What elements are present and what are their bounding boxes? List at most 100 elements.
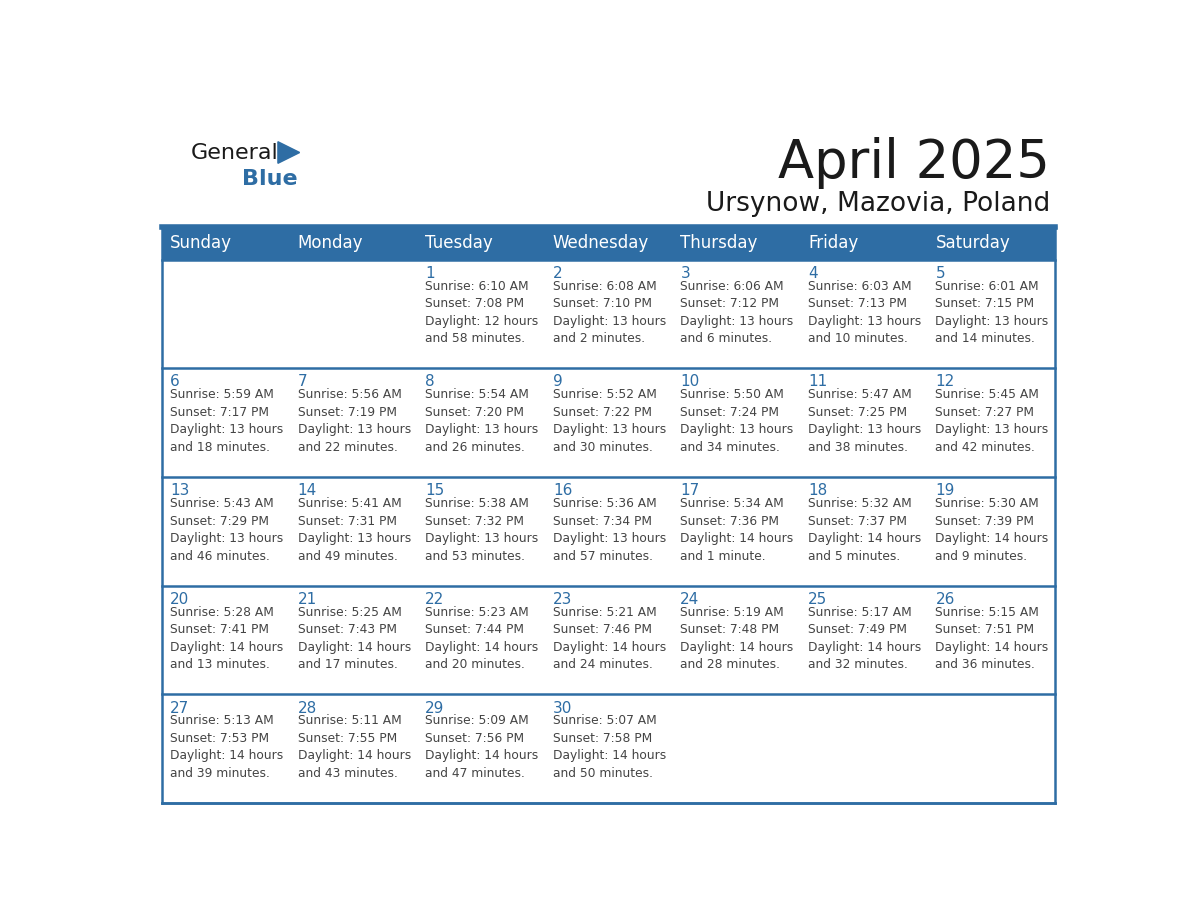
Text: Sunrise: 5:43 AM
Sunset: 7:29 PM
Daylight: 13 hours
and 46 minutes.: Sunrise: 5:43 AM Sunset: 7:29 PM Dayligh… xyxy=(170,497,284,563)
Text: 8: 8 xyxy=(425,375,435,389)
Text: Sunrise: 5:38 AM
Sunset: 7:32 PM
Daylight: 13 hours
and 53 minutes.: Sunrise: 5:38 AM Sunset: 7:32 PM Dayligh… xyxy=(425,497,538,563)
Bar xyxy=(801,368,928,477)
Text: 22: 22 xyxy=(425,592,444,607)
Text: 24: 24 xyxy=(681,592,700,607)
Text: 15: 15 xyxy=(425,483,444,498)
Text: Wednesday: Wednesday xyxy=(552,234,649,252)
Text: Sunrise: 6:10 AM
Sunset: 7:08 PM
Daylight: 12 hours
and 58 minutes.: Sunrise: 6:10 AM Sunset: 7:08 PM Dayligh… xyxy=(425,280,538,345)
Text: Sunrise: 5:15 AM
Sunset: 7:51 PM
Daylight: 14 hours
and 36 minutes.: Sunrise: 5:15 AM Sunset: 7:51 PM Dayligh… xyxy=(935,606,1049,671)
Text: 28: 28 xyxy=(298,700,317,716)
Bar xyxy=(290,694,417,803)
Text: Sunrise: 5:07 AM
Sunset: 7:58 PM
Daylight: 14 hours
and 50 minutes.: Sunrise: 5:07 AM Sunset: 7:58 PM Dayligh… xyxy=(552,714,666,780)
Text: Sunday: Sunday xyxy=(170,234,232,252)
Text: Thursday: Thursday xyxy=(681,234,758,252)
Bar xyxy=(672,260,801,368)
Text: Sunrise: 5:41 AM
Sunset: 7:31 PM
Daylight: 13 hours
and 49 minutes.: Sunrise: 5:41 AM Sunset: 7:31 PM Dayligh… xyxy=(298,497,411,563)
Bar xyxy=(417,586,545,694)
Text: 29: 29 xyxy=(425,700,444,716)
Bar xyxy=(163,586,290,694)
Bar xyxy=(928,477,1055,586)
Bar xyxy=(163,227,1055,260)
Bar xyxy=(672,694,801,803)
Polygon shape xyxy=(278,141,299,163)
Text: 5: 5 xyxy=(935,265,946,281)
Text: Monday: Monday xyxy=(298,234,364,252)
Bar xyxy=(163,477,290,586)
Bar xyxy=(163,694,290,803)
Text: Friday: Friday xyxy=(808,234,858,252)
Bar xyxy=(163,260,290,368)
Text: Sunrise: 5:23 AM
Sunset: 7:44 PM
Daylight: 14 hours
and 20 minutes.: Sunrise: 5:23 AM Sunset: 7:44 PM Dayligh… xyxy=(425,606,538,671)
Text: 20: 20 xyxy=(170,592,189,607)
Bar xyxy=(163,368,290,477)
Bar xyxy=(801,694,928,803)
Text: Sunrise: 5:59 AM
Sunset: 7:17 PM
Daylight: 13 hours
and 18 minutes.: Sunrise: 5:59 AM Sunset: 7:17 PM Dayligh… xyxy=(170,388,284,453)
Bar xyxy=(928,586,1055,694)
Bar xyxy=(545,368,672,477)
Text: 2: 2 xyxy=(552,265,562,281)
Bar xyxy=(417,260,545,368)
Text: Sunrise: 5:50 AM
Sunset: 7:24 PM
Daylight: 13 hours
and 34 minutes.: Sunrise: 5:50 AM Sunset: 7:24 PM Dayligh… xyxy=(681,388,794,453)
Text: Sunrise: 5:30 AM
Sunset: 7:39 PM
Daylight: 14 hours
and 9 minutes.: Sunrise: 5:30 AM Sunset: 7:39 PM Dayligh… xyxy=(935,497,1049,563)
Bar xyxy=(801,586,928,694)
Text: Sunrise: 5:19 AM
Sunset: 7:48 PM
Daylight: 14 hours
and 28 minutes.: Sunrise: 5:19 AM Sunset: 7:48 PM Dayligh… xyxy=(681,606,794,671)
Text: 12: 12 xyxy=(935,375,955,389)
Text: Ursynow, Mazovia, Poland: Ursynow, Mazovia, Poland xyxy=(706,191,1050,217)
Bar xyxy=(545,477,672,586)
Text: Sunrise: 5:11 AM
Sunset: 7:55 PM
Daylight: 14 hours
and 43 minutes.: Sunrise: 5:11 AM Sunset: 7:55 PM Dayligh… xyxy=(298,714,411,780)
Text: Sunrise: 5:28 AM
Sunset: 7:41 PM
Daylight: 14 hours
and 13 minutes.: Sunrise: 5:28 AM Sunset: 7:41 PM Dayligh… xyxy=(170,606,284,671)
Text: 25: 25 xyxy=(808,592,827,607)
Bar xyxy=(290,368,417,477)
Bar xyxy=(545,260,672,368)
Text: 30: 30 xyxy=(552,700,573,716)
Text: Sunrise: 5:36 AM
Sunset: 7:34 PM
Daylight: 13 hours
and 57 minutes.: Sunrise: 5:36 AM Sunset: 7:34 PM Dayligh… xyxy=(552,497,666,563)
Text: 14: 14 xyxy=(298,483,317,498)
Bar xyxy=(801,260,928,368)
Bar xyxy=(290,477,417,586)
Bar xyxy=(672,477,801,586)
Text: 16: 16 xyxy=(552,483,573,498)
Text: 6: 6 xyxy=(170,375,179,389)
Text: Sunrise: 5:21 AM
Sunset: 7:46 PM
Daylight: 14 hours
and 24 minutes.: Sunrise: 5:21 AM Sunset: 7:46 PM Dayligh… xyxy=(552,606,666,671)
Bar xyxy=(290,586,417,694)
Text: Sunrise: 5:34 AM
Sunset: 7:36 PM
Daylight: 14 hours
and 1 minute.: Sunrise: 5:34 AM Sunset: 7:36 PM Dayligh… xyxy=(681,497,794,563)
Bar xyxy=(545,694,672,803)
Text: Sunrise: 6:08 AM
Sunset: 7:10 PM
Daylight: 13 hours
and 2 minutes.: Sunrise: 6:08 AM Sunset: 7:10 PM Dayligh… xyxy=(552,280,666,345)
Text: Sunrise: 5:09 AM
Sunset: 7:56 PM
Daylight: 14 hours
and 47 minutes.: Sunrise: 5:09 AM Sunset: 7:56 PM Dayligh… xyxy=(425,714,538,780)
Text: 27: 27 xyxy=(170,700,189,716)
Text: 3: 3 xyxy=(681,265,690,281)
Text: General: General xyxy=(191,142,279,162)
Text: Sunrise: 5:47 AM
Sunset: 7:25 PM
Daylight: 13 hours
and 38 minutes.: Sunrise: 5:47 AM Sunset: 7:25 PM Dayligh… xyxy=(808,388,921,453)
Bar xyxy=(672,368,801,477)
Text: Sunrise: 5:56 AM
Sunset: 7:19 PM
Daylight: 13 hours
and 22 minutes.: Sunrise: 5:56 AM Sunset: 7:19 PM Dayligh… xyxy=(298,388,411,453)
Text: Sunrise: 6:01 AM
Sunset: 7:15 PM
Daylight: 13 hours
and 14 minutes.: Sunrise: 6:01 AM Sunset: 7:15 PM Dayligh… xyxy=(935,280,1049,345)
Bar xyxy=(290,260,417,368)
Bar xyxy=(928,260,1055,368)
Text: Tuesday: Tuesday xyxy=(425,234,493,252)
Text: 4: 4 xyxy=(808,265,817,281)
Text: Sunrise: 6:06 AM
Sunset: 7:12 PM
Daylight: 13 hours
and 6 minutes.: Sunrise: 6:06 AM Sunset: 7:12 PM Dayligh… xyxy=(681,280,794,345)
Bar xyxy=(672,586,801,694)
Bar xyxy=(928,694,1055,803)
Text: Blue: Blue xyxy=(241,170,297,189)
Text: Sunrise: 5:25 AM
Sunset: 7:43 PM
Daylight: 14 hours
and 17 minutes.: Sunrise: 5:25 AM Sunset: 7:43 PM Dayligh… xyxy=(298,606,411,671)
Bar xyxy=(417,477,545,586)
Text: Sunrise: 5:54 AM
Sunset: 7:20 PM
Daylight: 13 hours
and 26 minutes.: Sunrise: 5:54 AM Sunset: 7:20 PM Dayligh… xyxy=(425,388,538,453)
Text: Sunrise: 5:13 AM
Sunset: 7:53 PM
Daylight: 14 hours
and 39 minutes.: Sunrise: 5:13 AM Sunset: 7:53 PM Dayligh… xyxy=(170,714,284,780)
Bar xyxy=(801,477,928,586)
Bar xyxy=(545,586,672,694)
Text: 26: 26 xyxy=(935,592,955,607)
Bar xyxy=(417,694,545,803)
Bar xyxy=(928,368,1055,477)
Text: 10: 10 xyxy=(681,375,700,389)
Text: 19: 19 xyxy=(935,483,955,498)
Text: 7: 7 xyxy=(298,375,308,389)
Text: 17: 17 xyxy=(681,483,700,498)
Text: April 2025: April 2025 xyxy=(778,137,1050,189)
Text: Sunrise: 5:45 AM
Sunset: 7:27 PM
Daylight: 13 hours
and 42 minutes.: Sunrise: 5:45 AM Sunset: 7:27 PM Dayligh… xyxy=(935,388,1049,453)
Text: Sunrise: 6:03 AM
Sunset: 7:13 PM
Daylight: 13 hours
and 10 minutes.: Sunrise: 6:03 AM Sunset: 7:13 PM Dayligh… xyxy=(808,280,921,345)
Text: Sunrise: 5:32 AM
Sunset: 7:37 PM
Daylight: 14 hours
and 5 minutes.: Sunrise: 5:32 AM Sunset: 7:37 PM Dayligh… xyxy=(808,497,921,563)
Text: 23: 23 xyxy=(552,592,573,607)
Text: Sunrise: 5:17 AM
Sunset: 7:49 PM
Daylight: 14 hours
and 32 minutes.: Sunrise: 5:17 AM Sunset: 7:49 PM Dayligh… xyxy=(808,606,921,671)
Text: 1: 1 xyxy=(425,265,435,281)
